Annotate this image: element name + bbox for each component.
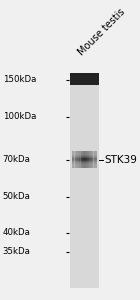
Bar <box>84 151 85 168</box>
Bar <box>90 151 91 168</box>
Text: STK39: STK39 <box>104 154 137 164</box>
Bar <box>73 151 74 168</box>
Bar <box>74 151 75 168</box>
Bar <box>70 73 99 288</box>
Bar <box>89 151 90 168</box>
Bar <box>87 151 88 168</box>
Bar <box>72 157 97 158</box>
Bar <box>93 151 94 168</box>
Bar <box>72 156 97 157</box>
Bar <box>86 151 87 168</box>
Bar <box>87 151 88 168</box>
Text: 150kDa: 150kDa <box>3 75 36 84</box>
Bar <box>72 164 97 165</box>
Text: 35kDa: 35kDa <box>3 247 30 256</box>
Bar <box>88 151 89 168</box>
Bar <box>76 151 77 168</box>
Bar <box>97 151 98 168</box>
Text: 40kDa: 40kDa <box>3 228 30 237</box>
Bar <box>72 151 73 168</box>
Text: 70kDa: 70kDa <box>3 155 30 164</box>
Bar <box>70 73 99 85</box>
Bar <box>72 158 97 159</box>
Bar <box>72 155 97 156</box>
Bar <box>93 151 94 168</box>
Bar <box>72 154 97 155</box>
Bar <box>81 151 82 168</box>
Text: Mouse testis: Mouse testis <box>77 7 127 58</box>
Bar <box>80 151 81 168</box>
Bar <box>72 165 97 166</box>
Bar <box>83 151 84 168</box>
Bar <box>72 167 97 168</box>
Bar <box>95 151 96 168</box>
Bar <box>72 163 97 164</box>
Bar <box>77 151 78 168</box>
Bar <box>72 162 97 163</box>
Bar <box>72 159 97 160</box>
Bar <box>72 154 97 155</box>
Bar <box>72 151 97 152</box>
Bar <box>91 151 92 168</box>
Bar <box>79 151 80 168</box>
Bar <box>94 151 95 168</box>
Bar <box>75 151 76 168</box>
Bar <box>72 153 97 154</box>
Bar <box>82 151 83 168</box>
Bar <box>78 151 79 168</box>
Bar <box>72 160 97 161</box>
Bar <box>85 151 86 168</box>
Text: 50kDa: 50kDa <box>3 192 30 201</box>
Text: 100kDa: 100kDa <box>3 112 36 121</box>
Bar <box>72 152 97 153</box>
Bar <box>96 151 97 168</box>
Bar <box>72 161 97 162</box>
Bar <box>92 151 93 168</box>
